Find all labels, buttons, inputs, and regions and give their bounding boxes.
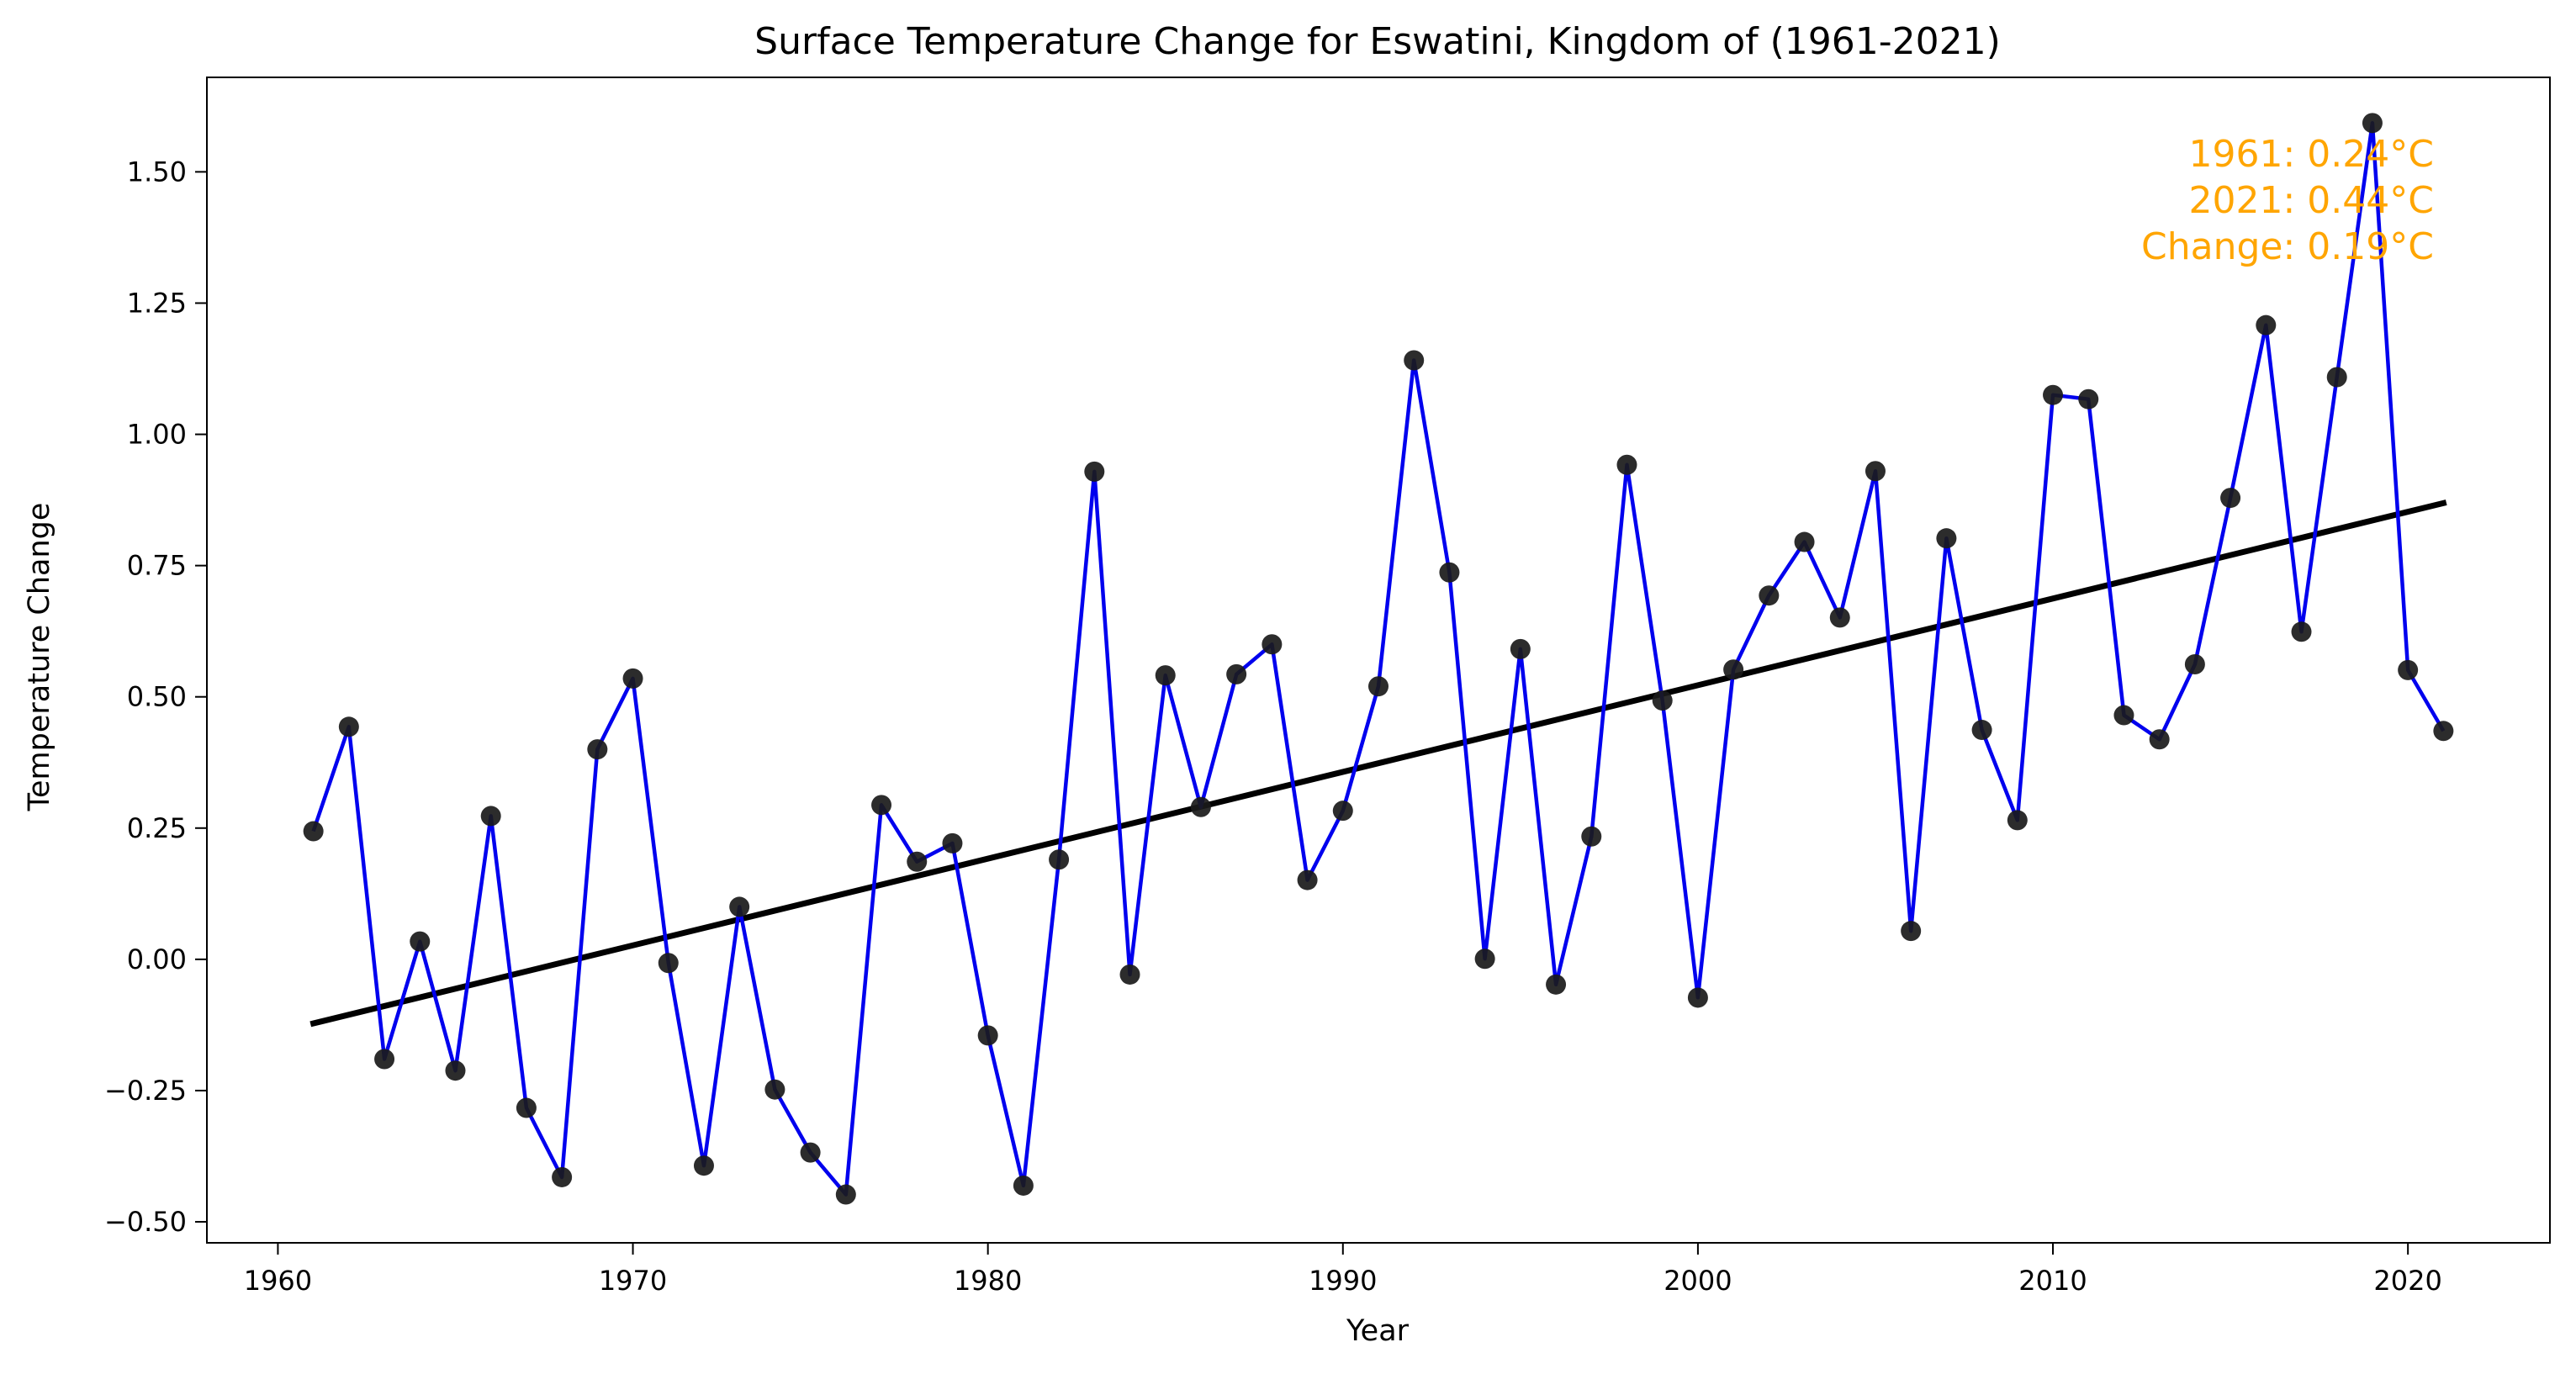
data-point [1865,461,1886,482]
data-point [1759,585,1780,606]
data-point [1262,634,1283,655]
data-point [1368,676,1389,697]
data-point [1084,461,1105,482]
data-point [871,795,892,816]
data-point [942,832,963,853]
y-tick-label: 1.00 [127,419,187,451]
data-point [587,739,608,760]
data-point [2149,729,2170,750]
data-point [2291,621,2312,642]
y-tick-label: −0.25 [104,1075,187,1107]
data-point [2362,113,2383,134]
data-point [445,1060,466,1081]
annotation-start-value: 1961: 0.24°C [2189,133,2434,176]
x-tick-label: 2010 [2018,1265,2087,1297]
y-tick-label: 1.25 [127,287,187,319]
data-point [1581,826,1602,847]
data-point [693,1155,714,1176]
data-point [2043,384,2064,405]
annotation-change-value: Change: 0.19°C [2141,225,2434,268]
data-point [1936,528,1957,549]
x-tick-label: 2020 [2373,1265,2441,1297]
data-point [1226,663,1247,684]
data-point [658,953,679,974]
y-tick-label: −0.50 [104,1206,187,1238]
trend-line [309,499,2447,1028]
data-point [1652,690,1673,711]
data-point [1829,607,1850,628]
data-point [1723,659,1744,680]
data-point [1297,869,1318,890]
data-point [2220,488,2241,509]
data-point [1404,350,1425,371]
data-point [2078,388,2099,410]
y-tick-label: 0.00 [127,943,187,975]
data-point [1546,974,1567,995]
x-tick-label: 1990 [1309,1265,1377,1297]
summary-annotation: 1961: 0.24°C 2021: 0.44°C Change: 0.19°C [2141,133,2434,268]
data-point [552,1166,573,1187]
data-point [516,1097,537,1118]
data-point [1013,1175,1034,1196]
data-point [2256,314,2277,336]
data-point [1474,949,1495,970]
x-axis-label: Year [1346,1314,1410,1348]
data-point [2184,653,2205,674]
x-tick-label: 2000 [1664,1265,1732,1297]
data-point [1155,665,1176,686]
data-point [1616,454,1637,475]
chart-title: Surface Temperature Change for Eswatini,… [754,20,2001,63]
data-point [764,1079,785,1100]
data-point [1687,987,1708,1008]
x-tick-label: 1970 [599,1265,667,1297]
data-point [338,716,359,737]
data-point [729,896,750,917]
y-axis-label: Temperature Change [23,503,56,812]
data-point [1510,638,1531,659]
y-tick-label: 0.50 [127,681,187,713]
y-tick-label: 0.25 [127,812,187,844]
data-point [1901,921,1922,942]
data-point [1971,720,1992,741]
series-line [311,121,2446,1197]
data-point [410,931,431,952]
annotation-end-value: 2021: 0.44°C [2189,179,2434,222]
data-point [2113,705,2134,726]
y-tick-label: 1.50 [127,156,187,188]
data-point [1332,801,1353,822]
data-point [622,668,643,689]
data-point [2007,810,2028,831]
data-point [977,1025,998,1046]
data-point [2326,367,2347,388]
data-point [1190,796,1211,817]
data-point [907,851,928,872]
y-tick-label: 0.75 [127,550,187,582]
x-tick-label: 1960 [244,1265,312,1297]
data-point [2433,721,2454,742]
data-point [303,821,324,842]
data-point [1119,964,1140,985]
plot-area-frame [206,77,2551,1244]
data-point [1794,531,1815,552]
data-point [374,1049,395,1070]
data-point [2398,659,2419,680]
data-point [835,1184,856,1205]
data-point [480,806,501,827]
x-tick-label: 1980 [954,1265,1022,1297]
data-point [1049,849,1070,870]
data-point [800,1142,821,1163]
data-point [1439,562,1460,583]
